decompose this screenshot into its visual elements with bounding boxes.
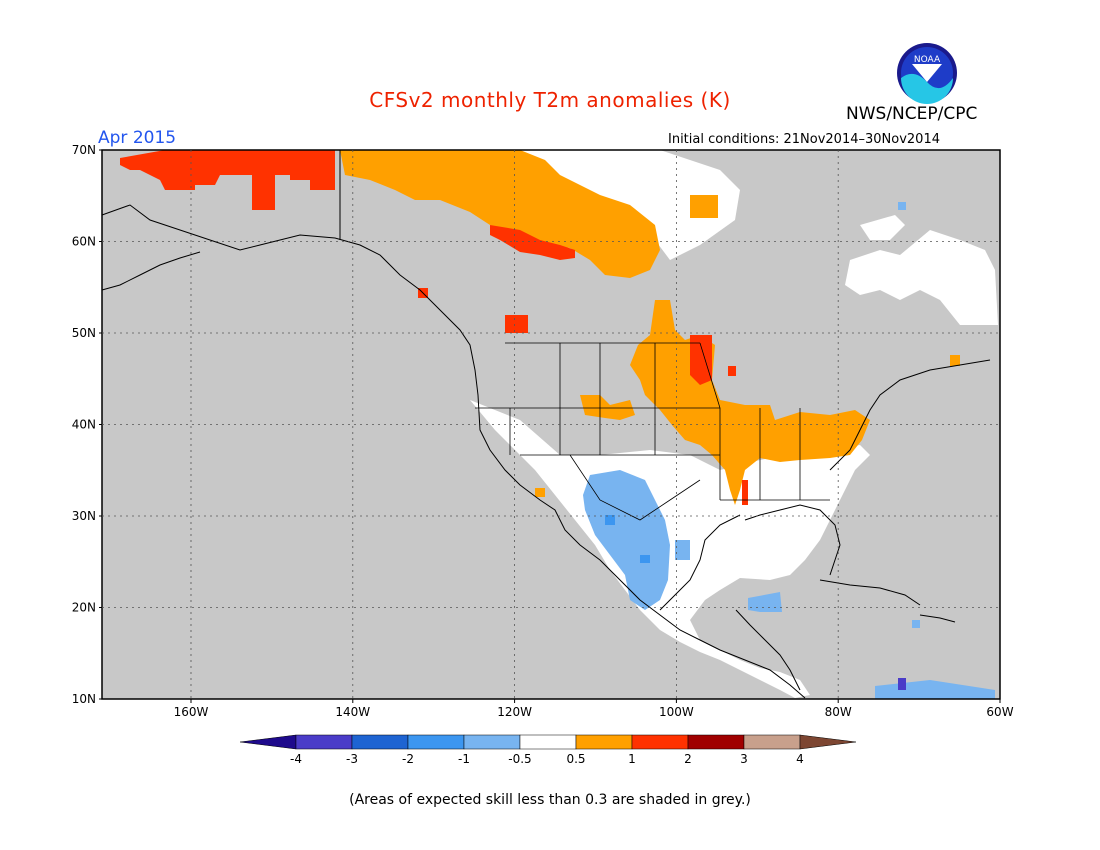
colorbar-arrow-right [799, 734, 857, 750]
logo-text: NOAA [914, 55, 941, 65]
colorbar: -4 -3 -2 -1 -0.5 0.5 1 2 3 4 [239, 734, 857, 766]
lat-tick-label: 60N [72, 235, 96, 249]
colorbar-box [631, 734, 689, 750]
lon-tick-label: 120W [497, 705, 532, 719]
lat-tick-label: 40N [72, 418, 96, 432]
colorbar-arrow-left [239, 734, 297, 750]
colorbar-box [351, 734, 409, 750]
colorbar-label: -3 [346, 752, 358, 766]
colorbar-box [575, 734, 633, 750]
map-title: CFSv2 monthly T2m anomalies (K) [369, 88, 731, 112]
valid-month-label: Apr 2015 [98, 128, 177, 148]
lon-tick-label: 140W [335, 705, 370, 719]
noaa-logo-icon: NOAA [896, 42, 958, 104]
colorbar-label: -4 [290, 752, 302, 766]
purple-anomaly-regions [898, 678, 906, 690]
colorbar-label: -2 [402, 752, 414, 766]
colorbar-label: 1 [628, 752, 636, 766]
anomaly-map: 70N 60N 50N 40N 30N 20N 10N 160W 140W 120W 100W 80W… [72, 143, 1014, 719]
lat-tick-label: 20N [72, 601, 96, 615]
lat-tick-label: 30N [72, 509, 96, 523]
state-borders [475, 342, 830, 521]
red-anomaly-regions [120, 150, 748, 505]
lon-tick-label: 60W [986, 705, 1013, 719]
lon-tick-label: 80W [825, 705, 852, 719]
lon-tick-label: 100W [659, 705, 694, 719]
colorbar-label: -0.5 [508, 752, 531, 766]
lon-tick-label: 160W [174, 705, 209, 719]
colorbar-box [743, 734, 801, 750]
organization-label: NWS/NCEP/CPC [846, 104, 978, 124]
lat-tick-label: 50N [72, 326, 96, 340]
colorbar-label: 3 [740, 752, 748, 766]
colorbar-box [687, 734, 745, 750]
colorbar-box [295, 734, 353, 750]
colorbar-label: 4 [796, 752, 804, 766]
colorbar-label: 0.5 [566, 752, 585, 766]
colorbar-box [407, 734, 465, 750]
coastlines [101, 150, 991, 699]
colorbar-label: -1 [458, 752, 470, 766]
initial-conditions-label: Initial conditions: 21Nov2014–30Nov2014 [668, 132, 940, 147]
tick-labels: 70N 60N 50N 40N 30N 20N 10N 160W 140W 120W 100W 80W… [72, 143, 1014, 719]
colorbar-boxes [239, 734, 857, 750]
colorbar-box [519, 734, 577, 750]
skill-footnote: (Areas of expected skill less than 0.3 a… [349, 792, 751, 808]
gridlines [102, 150, 1000, 699]
colorbar-labels: -4 -3 -2 -1 -0.5 0.5 1 2 3 4 [290, 752, 804, 766]
dark-blue-anomaly-regions [605, 515, 650, 563]
colorbar-box [463, 734, 521, 750]
lat-tick-label: 70N [72, 143, 96, 157]
lat-tick-label: 10N [72, 692, 96, 706]
colorbar-label: 2 [684, 752, 692, 766]
